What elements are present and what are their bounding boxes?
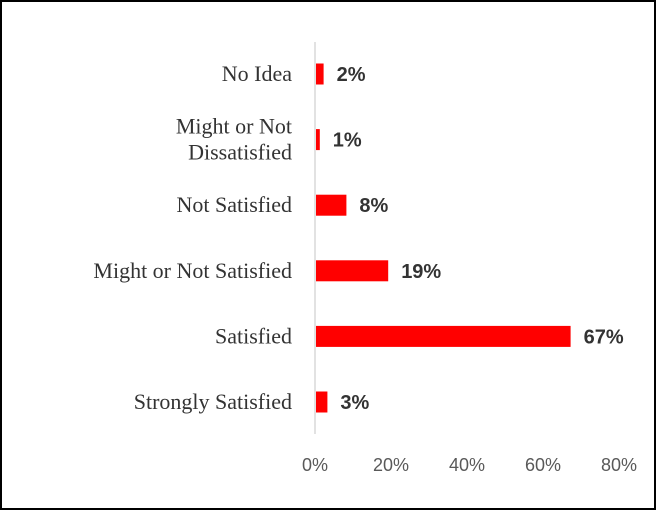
bars-group: [316, 63, 571, 413]
bar: [316, 391, 328, 413]
data-label: 3%: [340, 392, 369, 414]
data-label: 8%: [359, 195, 388, 217]
bar: [316, 325, 571, 347]
data-label: 1%: [333, 130, 362, 152]
bar: [316, 129, 320, 151]
x-tick-label: 80%: [601, 455, 637, 475]
data-label: 67%: [584, 326, 624, 348]
category-label: Might or Not Dissatisfied: [176, 114, 292, 165]
category-label: Strongly Satisfied: [134, 389, 292, 414]
data-label: 19%: [401, 261, 441, 283]
data-labels-group: 2% 1% 8% 19% 67% 3%: [333, 64, 624, 414]
x-tick-label: 20%: [373, 455, 409, 475]
data-label: 2%: [337, 64, 366, 86]
x-tick-label: 0%: [302, 455, 328, 475]
category-label: Not Satisfied: [177, 192, 293, 217]
bar: [316, 194, 347, 216]
bar: [316, 260, 389, 282]
category-label: No Idea: [222, 61, 292, 86]
bar: [316, 63, 324, 85]
category-label: Might or Not Satisfied: [93, 258, 292, 283]
x-axis-tick-labels: 0% 20% 40% 60% 80%: [302, 455, 637, 475]
category-labels-group: No Idea Might or Not Dissatisfied Not Satis…: [93, 61, 292, 414]
x-tick-label: 40%: [449, 455, 485, 475]
x-tick-label: 60%: [525, 455, 561, 475]
category-label: Satisfied: [215, 323, 292, 348]
